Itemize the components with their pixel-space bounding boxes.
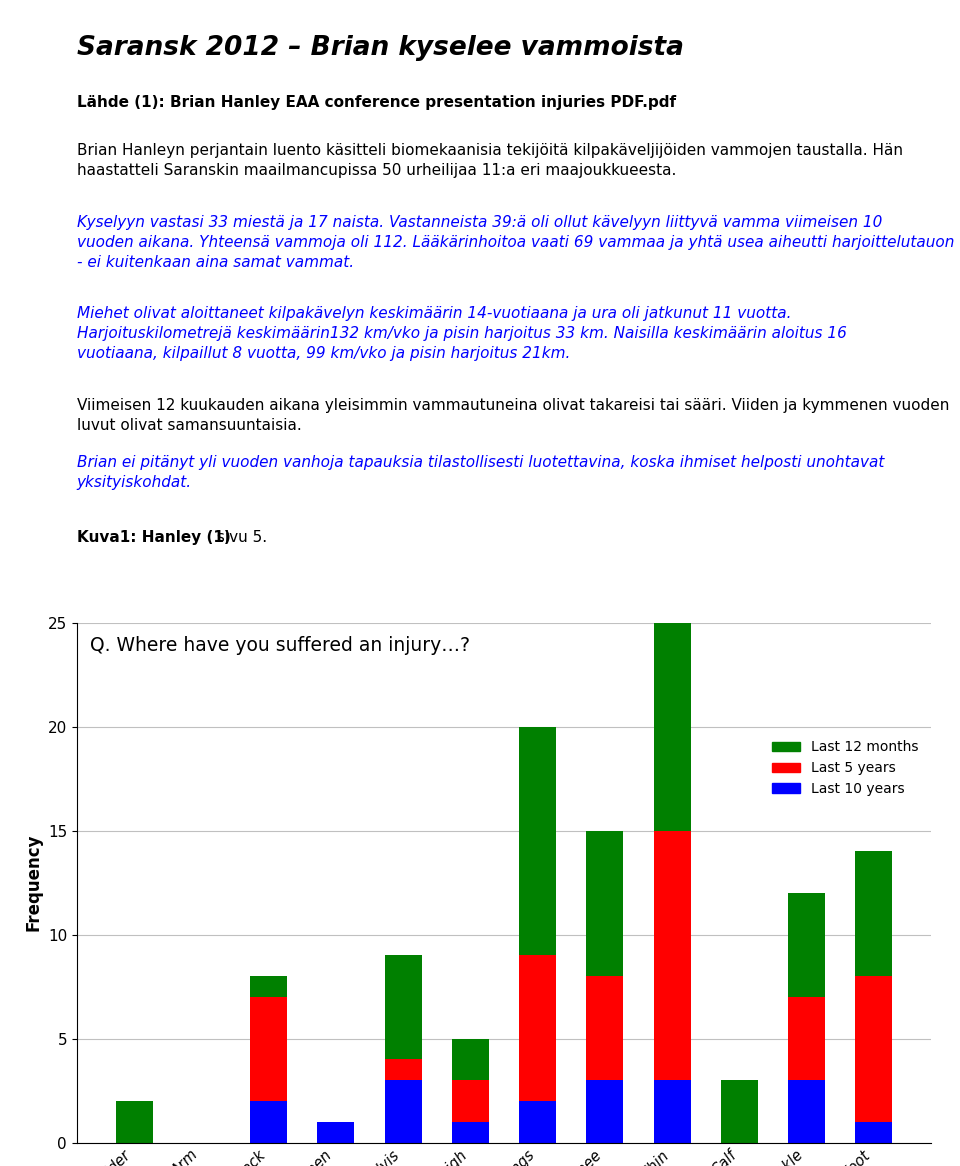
Text: sivu 5.: sivu 5. (212, 529, 267, 545)
Bar (788, 997, 825, 1080)
Bar (385, 1060, 421, 1080)
Bar (654, 830, 690, 1080)
Bar (115, 1101, 153, 1143)
Bar (251, 997, 287, 1101)
Bar (788, 893, 825, 997)
Text: Brian Hanleyn perjantain luento käsitteli biomekaanisia tekijöitä kilpakäveljijö: Brian Hanleyn perjantain luento käsittel… (77, 143, 902, 178)
Bar (452, 1122, 489, 1143)
Bar (587, 1080, 623, 1143)
Bar (385, 1080, 421, 1143)
Bar (251, 976, 287, 997)
Bar (855, 851, 893, 976)
Bar (519, 1101, 556, 1143)
Text: Lähde (1): Brian Hanley EAA conference presentation injuries PDF.pdf: Lähde (1): Brian Hanley EAA conference p… (77, 94, 676, 110)
Text: Brian ei pitänyt yli vuoden vanhoja tapauksia tilastollisesti luotettavina, kosk: Brian ei pitänyt yli vuoden vanhoja tapa… (77, 455, 884, 490)
Bar (452, 1039, 489, 1080)
Text: Saransk 2012 – Brian kyselee vammoista: Saransk 2012 – Brian kyselee vammoista (77, 35, 684, 61)
Legend: Last 12 months, Last 5 years, Last 10 years: Last 12 months, Last 5 years, Last 10 ye… (767, 735, 924, 802)
Bar (385, 955, 421, 1060)
Bar (654, 1080, 690, 1143)
Bar (654, 602, 690, 830)
Bar (519, 726, 556, 955)
Bar (788, 1080, 825, 1143)
Bar (452, 1080, 489, 1122)
Text: Miehet olivat aloittaneet kilpakävelyn keskimäärin 14-vuotiaana ja ura oli jatku: Miehet olivat aloittaneet kilpakävelyn k… (77, 307, 847, 361)
Text: Kyselyyn vastasi 33 miestä ja 17 naista. Vastanneista 39:ä oli ollut kävelyyn li: Kyselyyn vastasi 33 miestä ja 17 naista.… (77, 215, 954, 269)
Bar (721, 1080, 757, 1143)
Y-axis label: Frequency: Frequency (24, 834, 42, 932)
Text: Q. Where have you suffered an injury…?: Q. Where have you suffered an injury…? (89, 635, 469, 654)
Bar (587, 830, 623, 976)
Bar (519, 955, 556, 1101)
Text: Kuva1: Hanley (1): Kuva1: Hanley (1) (77, 529, 230, 545)
Bar (318, 1122, 354, 1143)
Bar (855, 1122, 893, 1143)
Bar (251, 1101, 287, 1143)
Text: Viimeisen 12 kuukauden aikana yleisimmin vammautuneina olivat takareisi tai säär: Viimeisen 12 kuukauden aikana yleisimmin… (77, 398, 949, 433)
Bar (855, 976, 893, 1122)
Bar (587, 976, 623, 1080)
